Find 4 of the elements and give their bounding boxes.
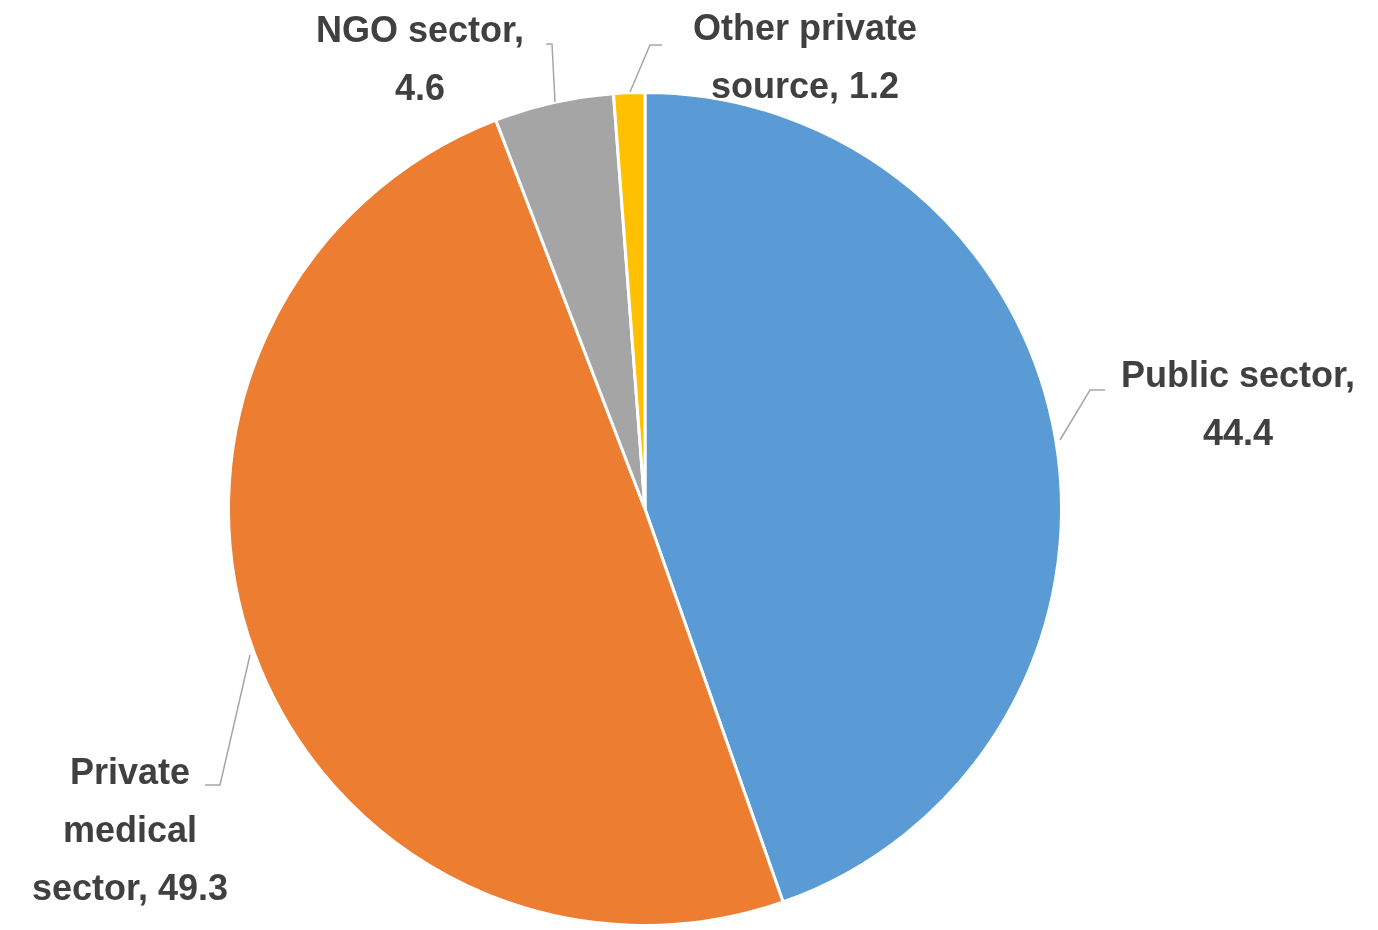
data-label: Private medical sector, 49.3	[30, 750, 230, 910]
data-label: Other private source, 1.2	[691, 6, 919, 108]
data-label: NGO sector, 4.6	[314, 8, 526, 110]
data-label: Public sector, 44.4	[1119, 353, 1357, 455]
